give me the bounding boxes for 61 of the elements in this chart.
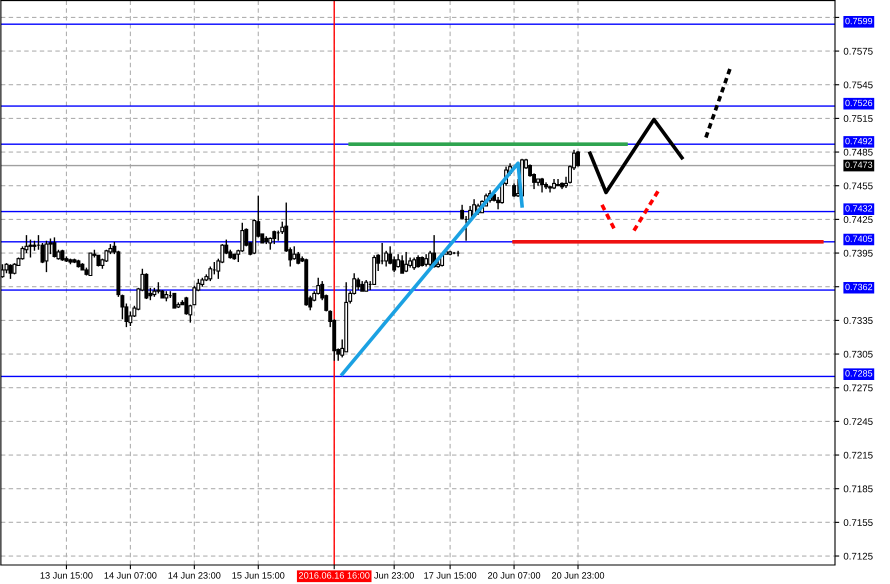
candlestick xyxy=(360,280,364,292)
y-tick-label: 0.7455 xyxy=(844,182,873,190)
ref-line-label: 0.7526 xyxy=(845,100,872,106)
x-tick-label: 2016.06.16 16:00 xyxy=(298,572,370,579)
candlestick xyxy=(552,178,556,190)
y-tick-label: 0.7125 xyxy=(844,552,873,560)
candlestick xyxy=(52,236,56,258)
candlestick xyxy=(44,240,48,273)
candlestick xyxy=(400,254,404,274)
y-tick-label: 0.7545 xyxy=(844,81,873,88)
candlestick xyxy=(208,266,212,282)
candlestick xyxy=(12,262,16,276)
y-tick-label: 0.7485 xyxy=(844,148,873,156)
candlestick xyxy=(516,178,520,198)
y-tick-label: 0.7275 xyxy=(844,384,873,392)
candlestick xyxy=(164,290,168,302)
y-tick-label: 0.7185 xyxy=(844,485,873,492)
candlestick xyxy=(364,279,368,292)
candlestick xyxy=(356,277,360,291)
y-tick-label: 0.7575 xyxy=(844,48,873,55)
candlestick xyxy=(144,272,148,300)
candlestick xyxy=(156,282,160,294)
y-tick-label: 0.7425 xyxy=(844,216,873,224)
candlestick xyxy=(428,250,432,268)
x-tick-label: 15 Jun 15:00 xyxy=(232,572,284,579)
ref-line-label: 0.7362 xyxy=(845,284,872,290)
x-tick-label: 14 Jun 07:00 xyxy=(104,572,157,579)
candlestick xyxy=(420,256,424,268)
x-tick-label: 17 Jun 15:00 xyxy=(424,572,476,579)
x-tick-label: Jun 23:00 xyxy=(374,572,414,579)
candlestick xyxy=(292,246,296,260)
y-tick-label: 0.7305 xyxy=(844,350,873,358)
y-tick-label: 0.7215 xyxy=(844,452,873,459)
ref-line-label: 0.7473 xyxy=(845,162,872,168)
ref-line-label: 0.7492 xyxy=(845,138,872,144)
candlestick xyxy=(424,253,428,268)
x-tick-label: 20 Jun 23:00 xyxy=(552,572,604,579)
y-tick-label: 0.7245 xyxy=(844,418,873,425)
y-tick-label: 0.7335 xyxy=(844,317,873,324)
line-series xyxy=(588,118,684,194)
candlestick xyxy=(88,252,92,276)
candlestick xyxy=(576,150,580,168)
ref-line-label: 0.7285 xyxy=(845,370,872,377)
candlestick xyxy=(512,182,516,198)
y-tick-label: 0.7395 xyxy=(844,250,873,257)
candlestick xyxy=(172,292,176,309)
candlestick xyxy=(60,248,64,262)
ref-line-label: 0.7405 xyxy=(845,236,872,242)
candlestick xyxy=(8,264,12,280)
y-tick-label: 0.7155 xyxy=(844,519,873,526)
candlestick xyxy=(412,256,416,271)
candlestick xyxy=(404,251,408,273)
y-tick-label: 0.7515 xyxy=(844,115,873,122)
ref-line-label: 0.7599 xyxy=(845,18,872,24)
x-tick-label: 20 Jun 07:00 xyxy=(488,572,540,579)
ref-line-label: 0.7432 xyxy=(845,205,872,212)
candlestick xyxy=(416,254,420,268)
x-tick-label: 13 Jun 15:00 xyxy=(40,572,93,579)
candlestick xyxy=(540,177,544,194)
candlestick xyxy=(28,238,32,258)
x-tick-label: 14 Jun 23:00 xyxy=(168,572,220,579)
